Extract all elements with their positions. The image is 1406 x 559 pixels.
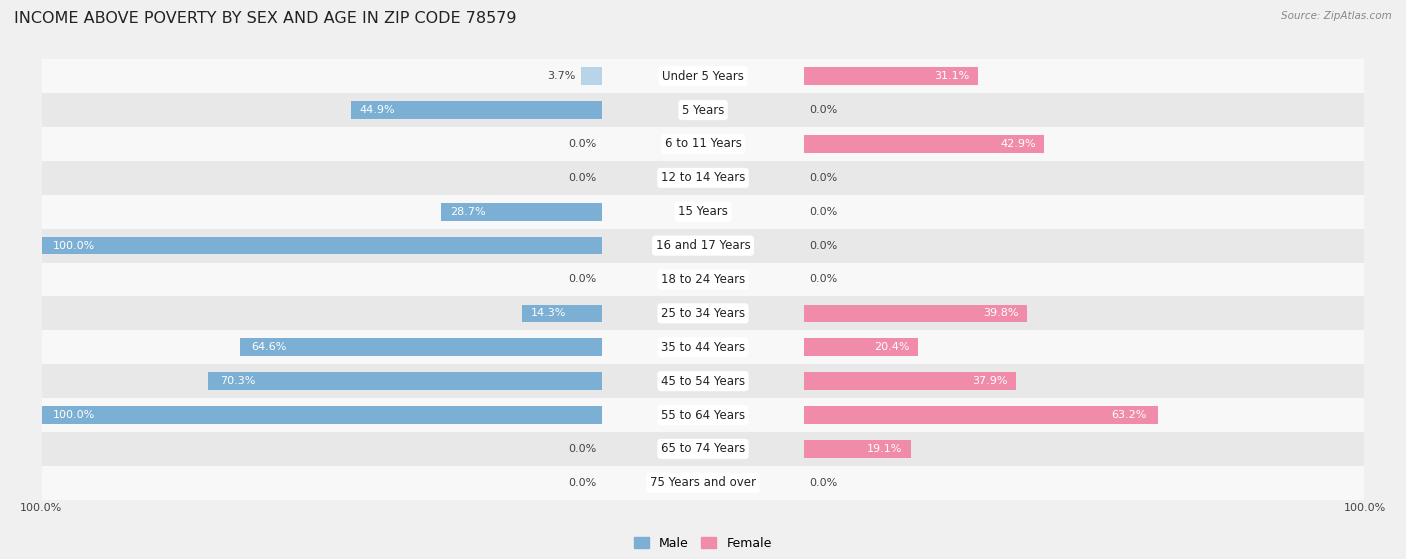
Text: 12 to 14 Years: 12 to 14 Years xyxy=(661,172,745,184)
Bar xyxy=(42,364,1364,398)
Text: Source: ZipAtlas.com: Source: ZipAtlas.com xyxy=(1281,11,1392,21)
Bar xyxy=(804,305,1026,322)
Text: 100.0%: 100.0% xyxy=(53,240,96,250)
Bar xyxy=(42,296,1364,330)
Bar xyxy=(42,229,1364,263)
Text: 25 to 34 Years: 25 to 34 Years xyxy=(661,307,745,320)
Text: 63.2%: 63.2% xyxy=(1111,410,1147,420)
Text: 0.0%: 0.0% xyxy=(568,274,596,285)
Text: 0.0%: 0.0% xyxy=(568,444,596,454)
Bar xyxy=(42,466,1364,500)
Bar xyxy=(804,135,1045,153)
Bar xyxy=(350,101,602,119)
Bar xyxy=(42,406,602,424)
Text: 44.9%: 44.9% xyxy=(359,105,395,115)
Text: 28.7%: 28.7% xyxy=(450,207,485,217)
Text: 39.8%: 39.8% xyxy=(983,309,1018,319)
Bar xyxy=(42,161,1364,195)
Text: 45 to 54 Years: 45 to 54 Years xyxy=(661,375,745,387)
Bar xyxy=(582,68,602,85)
Text: 6 to 11 Years: 6 to 11 Years xyxy=(665,138,741,150)
Bar xyxy=(522,305,602,322)
Text: 0.0%: 0.0% xyxy=(810,173,838,183)
Bar xyxy=(42,237,602,254)
Text: 20.4%: 20.4% xyxy=(875,342,910,352)
Bar xyxy=(42,127,1364,161)
Text: 55 to 64 Years: 55 to 64 Years xyxy=(661,409,745,421)
Text: 0.0%: 0.0% xyxy=(568,139,596,149)
Text: 35 to 44 Years: 35 to 44 Years xyxy=(661,341,745,354)
Text: 64.6%: 64.6% xyxy=(252,342,287,352)
Text: 100.0%: 100.0% xyxy=(53,410,96,420)
Text: 31.1%: 31.1% xyxy=(935,71,970,81)
Text: 0.0%: 0.0% xyxy=(568,478,596,488)
Bar xyxy=(42,263,1364,296)
Text: 0.0%: 0.0% xyxy=(810,274,838,285)
Text: 100.0%: 100.0% xyxy=(20,503,62,513)
Text: 70.3%: 70.3% xyxy=(219,376,254,386)
Text: 37.9%: 37.9% xyxy=(972,376,1008,386)
Text: 0.0%: 0.0% xyxy=(568,173,596,183)
Bar xyxy=(42,432,1364,466)
Text: 65 to 74 Years: 65 to 74 Years xyxy=(661,442,745,456)
Text: 75 Years and over: 75 Years and over xyxy=(650,476,756,489)
Bar xyxy=(804,406,1157,424)
Text: 42.9%: 42.9% xyxy=(1000,139,1036,149)
Bar xyxy=(42,59,1364,93)
Text: 3.7%: 3.7% xyxy=(547,71,576,81)
Bar xyxy=(42,398,1364,432)
Text: 19.1%: 19.1% xyxy=(868,444,903,454)
Bar xyxy=(804,440,911,458)
Bar xyxy=(804,68,979,85)
Text: 100.0%: 100.0% xyxy=(1344,503,1386,513)
Bar xyxy=(240,338,602,356)
Bar xyxy=(208,372,602,390)
Text: 0.0%: 0.0% xyxy=(810,240,838,250)
Text: 15 Years: 15 Years xyxy=(678,205,728,218)
Text: 0.0%: 0.0% xyxy=(810,207,838,217)
Legend: Male, Female: Male, Female xyxy=(630,532,776,555)
Text: Under 5 Years: Under 5 Years xyxy=(662,70,744,83)
Bar xyxy=(441,203,602,221)
Bar xyxy=(804,372,1017,390)
Text: 0.0%: 0.0% xyxy=(810,105,838,115)
Text: 16 and 17 Years: 16 and 17 Years xyxy=(655,239,751,252)
Bar xyxy=(42,330,1364,364)
Bar xyxy=(42,195,1364,229)
Bar xyxy=(42,93,1364,127)
Text: 5 Years: 5 Years xyxy=(682,103,724,117)
Text: 18 to 24 Years: 18 to 24 Years xyxy=(661,273,745,286)
Text: 0.0%: 0.0% xyxy=(810,478,838,488)
Text: 14.3%: 14.3% xyxy=(530,309,565,319)
Bar xyxy=(804,338,918,356)
Text: INCOME ABOVE POVERTY BY SEX AND AGE IN ZIP CODE 78579: INCOME ABOVE POVERTY BY SEX AND AGE IN Z… xyxy=(14,11,516,26)
